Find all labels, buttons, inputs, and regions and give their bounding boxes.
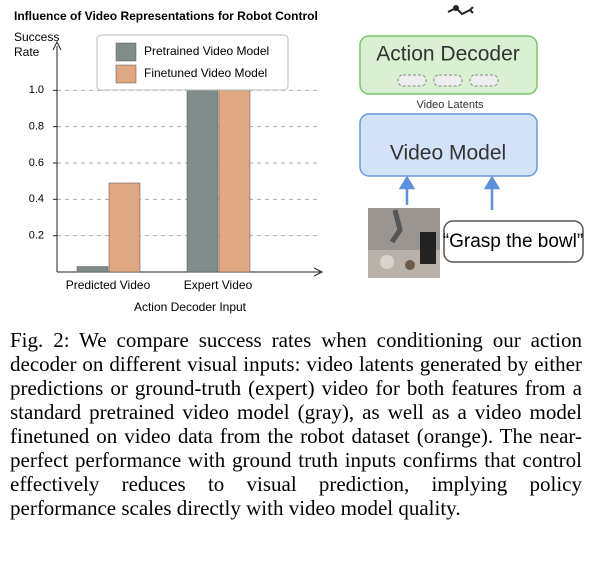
y-tick-label: 0.2 [29,230,44,242]
chart-title: Influence of Video Representations for R… [14,9,318,23]
legend-swatch [115,64,137,84]
arrows [398,175,501,210]
decoder-label: Action Decoder [376,43,520,66]
x-tick-label: Predicted Video [66,278,151,292]
x-axis-label: Action Decoder Input [134,300,247,314]
model-label: Video Model [390,142,506,165]
caption: Fig. 2: We compare success rates when co… [10,328,582,520]
x-tick-label: Expert Video [184,278,253,292]
y-tick-label: 0.6 [29,157,44,169]
bar [108,182,141,273]
bar [76,266,109,273]
legend-label: Finetuned Video Model [144,66,267,80]
legend-label: Pretrained Video Model [144,44,269,58]
legend-swatch [115,42,137,62]
y-tick-label: 1.0 [29,84,44,96]
y-tick-label: 0.4 [29,193,44,205]
y-axis-arrow [52,40,62,51]
bar [218,90,251,273]
y-tick-label: 0.8 [29,121,44,133]
y-axis-label: Success Rate [14,30,60,59]
model-box [359,113,538,177]
latents-label: Video Latents [416,99,484,111]
figure: Influence of Video Representations for R… [14,5,584,314]
legend-box [96,34,289,91]
prompt-box [443,220,584,263]
robot-icon [447,5,474,16]
robot-image [368,208,440,278]
prompt-label: “Grasp the bowl” [443,231,583,252]
x-axis-arrow [313,267,324,277]
bar [186,90,219,273]
